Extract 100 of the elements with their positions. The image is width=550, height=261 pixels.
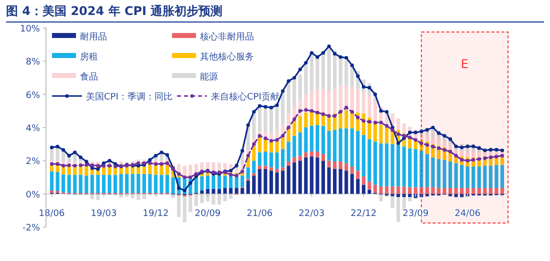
bar (73, 174, 77, 194)
bar (246, 167, 250, 179)
bar (396, 118, 400, 130)
bar (292, 136, 296, 158)
bar (442, 188, 446, 194)
bar (368, 139, 372, 182)
bar (368, 190, 372, 194)
x-tick-label: 20/09 (194, 208, 221, 219)
bar (171, 177, 175, 194)
bar (264, 166, 268, 169)
bar (327, 160, 331, 168)
bar (298, 132, 302, 156)
bar (321, 160, 325, 194)
bar (420, 150, 424, 188)
bar (362, 184, 366, 194)
bar (78, 174, 82, 194)
bar (368, 181, 372, 190)
bar (344, 163, 348, 171)
bar (96, 194, 100, 200)
bar (332, 130, 337, 162)
bar (280, 149, 285, 168)
bar (408, 197, 412, 202)
bar (310, 156, 314, 194)
bar (298, 74, 302, 100)
bar (298, 160, 302, 194)
x-tick-label: 18/06 (38, 208, 66, 219)
bar (304, 152, 308, 158)
bar (206, 176, 210, 189)
bar (84, 176, 88, 194)
bar (344, 128, 348, 164)
bar (425, 154, 429, 188)
bar (223, 188, 227, 194)
bar (275, 168, 279, 172)
bar (350, 128, 354, 166)
bar (292, 162, 296, 194)
bar (442, 160, 446, 188)
bar (292, 157, 296, 162)
bar (390, 186, 394, 194)
bar (62, 174, 66, 193)
bar (240, 176, 244, 188)
bar (148, 174, 152, 194)
bar (286, 161, 290, 166)
bar (448, 194, 452, 196)
bar (436, 188, 440, 194)
bar (420, 132, 424, 140)
bar (142, 174, 146, 194)
y-tick-label: 0% (26, 190, 40, 200)
bar (338, 55, 342, 86)
bar (171, 194, 175, 198)
bar (436, 159, 440, 188)
bar (402, 146, 406, 186)
bar (477, 166, 481, 188)
x-tick-label: 22/12 (350, 208, 377, 219)
bar (217, 176, 222, 189)
bar (338, 168, 342, 194)
bar (252, 173, 256, 176)
bar (316, 157, 320, 194)
bar (280, 170, 285, 194)
bar (258, 106, 262, 131)
bar (414, 187, 418, 194)
bar (160, 174, 164, 194)
x-tick-label: 19/03 (90, 208, 117, 219)
bar (356, 170, 360, 179)
bar (332, 161, 337, 169)
y-tick-label: -2% (22, 224, 40, 234)
bar (269, 152, 274, 168)
bar (264, 152, 268, 166)
bar (50, 190, 54, 194)
bar (206, 188, 210, 194)
bar (310, 126, 314, 152)
bar (390, 194, 394, 196)
bar (258, 168, 262, 194)
bar (327, 46, 331, 92)
bar (212, 162, 216, 172)
bar (460, 164, 464, 188)
bar (327, 116, 331, 131)
bar (154, 174, 158, 194)
bar (460, 188, 464, 194)
bar (90, 194, 94, 200)
bar (420, 187, 424, 194)
legend-label: 美国CPI：季调：同比 (86, 92, 172, 102)
bar (182, 166, 186, 176)
bar (240, 188, 244, 194)
bar (119, 174, 123, 194)
bar (90, 174, 94, 194)
bar (316, 152, 320, 158)
bar (130, 174, 134, 194)
x-tick-label: 19/12 (142, 208, 169, 219)
bar (431, 157, 435, 188)
legend-label: 来自核心CPI贡献 (211, 92, 280, 102)
y-tick-label: 10% (20, 24, 40, 34)
bar (494, 188, 498, 194)
bar (275, 152, 279, 169)
bar (362, 134, 366, 176)
legend-label: 食品 (80, 72, 98, 82)
bar (188, 164, 192, 176)
bar (108, 174, 112, 194)
bar (304, 128, 308, 152)
bar (379, 143, 383, 186)
bar (264, 106, 268, 132)
